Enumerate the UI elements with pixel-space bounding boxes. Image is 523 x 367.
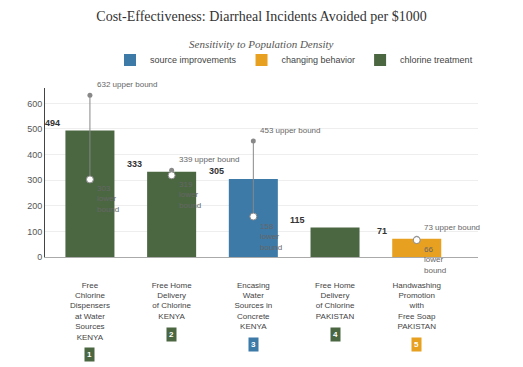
svg-text:EncasingWaterSources inConcret: EncasingWaterSources inConcreteKENYA bbox=[234, 281, 272, 332]
svg-text:71: 71 bbox=[377, 226, 387, 236]
svg-text:changing behavior: changing behavior bbox=[282, 55, 356, 65]
svg-text:333: 333 bbox=[127, 159, 142, 169]
svg-text:4: 4 bbox=[333, 330, 338, 339]
svg-text:500: 500 bbox=[27, 124, 42, 134]
svg-text:158lowerbound: 158lowerbound bbox=[260, 222, 282, 252]
svg-text:FreeChlorineDispensersat Water: FreeChlorineDispensersat WaterSourcesKEN… bbox=[70, 281, 110, 342]
svg-text:66lowerbound: 66lowerbound bbox=[424, 245, 446, 275]
svg-text:600: 600 bbox=[27, 99, 42, 109]
svg-text:2: 2 bbox=[169, 330, 174, 339]
svg-text:73 upper bound: 73 upper bound bbox=[424, 223, 480, 232]
svg-text:chlorine treatment: chlorine treatment bbox=[400, 55, 473, 65]
svg-text:Free HomeDeliveryof ChlorineKE: Free HomeDeliveryof ChlorineKENYA bbox=[152, 281, 193, 321]
svg-text:0: 0 bbox=[37, 252, 42, 262]
svg-text:339 upper bound: 339 upper bound bbox=[179, 155, 240, 164]
svg-text:1: 1 bbox=[87, 350, 92, 359]
svg-text:494: 494 bbox=[45, 118, 60, 128]
svg-text:632 upper bound: 632 upper bound bbox=[97, 80, 158, 89]
svg-text:305: 305 bbox=[209, 166, 224, 176]
svg-text:303lowerbound: 303lowerbound bbox=[97, 184, 119, 214]
svg-text:5: 5 bbox=[414, 340, 419, 349]
svg-text:3: 3 bbox=[251, 340, 256, 349]
svg-text:HandwashingPromotionwithFree S: HandwashingPromotionwithFree SoapPAKISTA… bbox=[392, 281, 440, 332]
svg-text:319lowerbound: 319lowerbound bbox=[179, 180, 201, 210]
svg-text:400: 400 bbox=[27, 150, 42, 160]
svg-text:453 upper bound: 453 upper bound bbox=[260, 126, 321, 135]
svg-text:Sensitivity to Population Dens: Sensitivity to Population Density bbox=[189, 38, 334, 50]
svg-text:Cost-Effectiveness: Diarrheal: Cost-Effectiveness: Diarrheal Incidents … bbox=[96, 9, 426, 24]
svg-text:source improvements: source improvements bbox=[150, 55, 237, 65]
svg-text:300: 300 bbox=[27, 175, 42, 185]
svg-text:Free HomeDeliveryof ChlorinePA: Free HomeDeliveryof ChlorinePAKISTAN bbox=[315, 281, 356, 321]
svg-text:115: 115 bbox=[290, 215, 305, 225]
svg-text:200: 200 bbox=[27, 201, 42, 211]
svg-text:100: 100 bbox=[27, 227, 42, 237]
